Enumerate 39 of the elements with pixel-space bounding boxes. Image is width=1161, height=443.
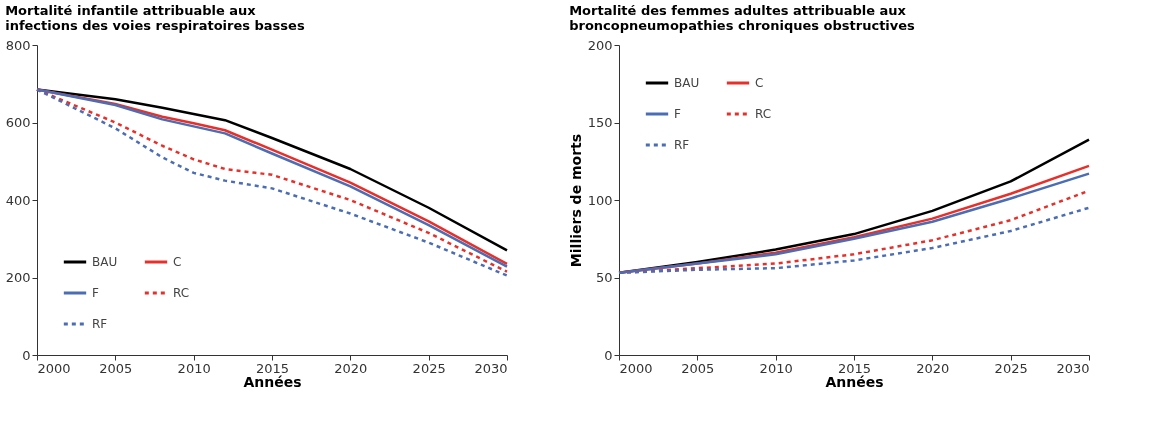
legend-label: RF xyxy=(92,317,108,331)
y-tick-label: 100 xyxy=(587,192,613,208)
y-tick-label: 150 xyxy=(587,115,613,130)
y-tick-label: 200 xyxy=(5,270,31,285)
x-tick-label: 2025 xyxy=(994,360,1028,376)
x-tick-label: 2020 xyxy=(334,360,368,376)
x-tick-label: 2000 xyxy=(37,360,71,376)
legend-label: F xyxy=(674,107,681,121)
x-tick-label: 2010 xyxy=(177,360,211,376)
legend-label: C xyxy=(173,255,182,269)
y-tick-label: 600 xyxy=(5,115,31,130)
chart-title: Mortalité infantile attribuable aux infections des voies respiratoires basses xyxy=(5,3,305,33)
legend-label: BAU xyxy=(674,76,700,90)
chart-title: Mortalité des femmes adultes attribuable aux broncopneumopathies chroniques obstructives xyxy=(569,3,916,33)
y-tick-label: 200 xyxy=(587,37,613,53)
x-tick-label: 2015 xyxy=(255,360,290,376)
y-tick-label: 0 xyxy=(604,347,613,363)
x-tick-label: 2020 xyxy=(916,360,950,376)
y-tick-label: 800 xyxy=(5,37,31,53)
legend-label: RC xyxy=(173,286,190,300)
legend-label: C xyxy=(755,76,764,90)
x-tick-label: 2005 xyxy=(99,360,133,376)
x-tick-label: 2010 xyxy=(759,360,793,376)
legend-label: RF xyxy=(674,138,690,152)
x-tick-label: 2025 xyxy=(412,360,446,376)
x-tick-label: 2005 xyxy=(681,360,715,376)
legend-label: BAU xyxy=(92,255,118,269)
x-tick-label: 2015 xyxy=(837,360,872,376)
x-tick-label: 2000 xyxy=(619,360,653,376)
x-axis-title: Années xyxy=(243,373,302,390)
legend-label: RC xyxy=(755,107,772,121)
x-axis-title: Années xyxy=(825,373,884,390)
y-tick-label: 400 xyxy=(5,192,31,208)
x-tick-label: 2030 xyxy=(1056,360,1090,376)
legend-label: F xyxy=(92,286,99,300)
x-tick-label: 2030 xyxy=(474,360,508,376)
y-axis-title: Milliers de morts xyxy=(567,133,584,268)
y-tick-label: 0 xyxy=(22,347,31,363)
y-tick-label: 50 xyxy=(595,270,613,285)
